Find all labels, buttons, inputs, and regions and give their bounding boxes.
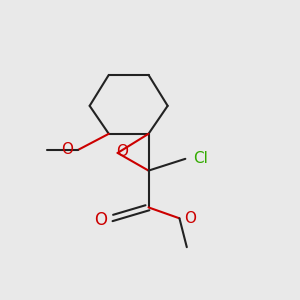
Text: O: O — [184, 211, 196, 226]
Text: O: O — [94, 211, 107, 229]
Text: Cl: Cl — [193, 151, 208, 166]
Text: O: O — [61, 142, 74, 158]
Text: O: O — [116, 144, 128, 159]
